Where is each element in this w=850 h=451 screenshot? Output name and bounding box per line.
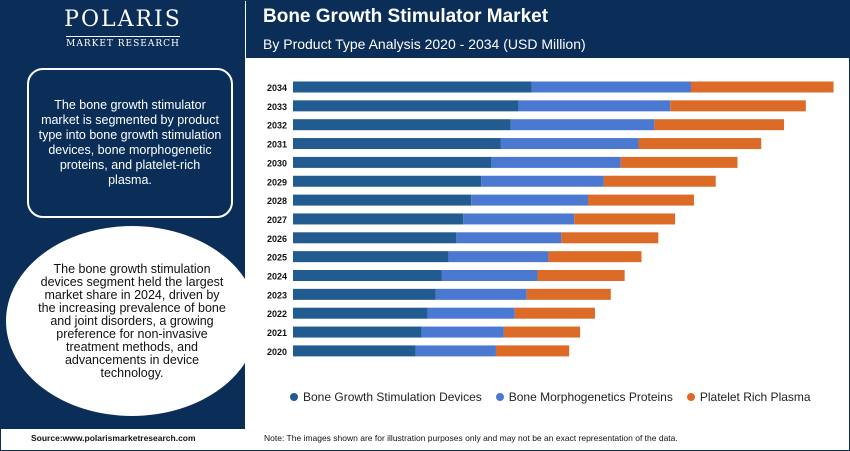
year-label-2024: 2024 <box>267 272 287 282</box>
legend: Bone Growth Stimulation Devices Bone Mor… <box>290 390 811 404</box>
bar-2026-series-0 <box>293 232 457 244</box>
bar-2034-series-1 <box>531 81 691 93</box>
bar-2029-series-0 <box>293 175 482 187</box>
year-label-2028: 2028 <box>267 196 287 206</box>
bar-2032-series-2 <box>654 119 785 131</box>
year-label-2027: 2027 <box>267 215 287 225</box>
bar-2033-series-0 <box>293 100 519 112</box>
year-label-2020: 2020 <box>267 347 287 357</box>
bar-2024-series-1 <box>441 270 538 281</box>
bar-2020-series-2 <box>495 345 570 357</box>
bar-2027-series-1 <box>463 213 575 225</box>
year-label-2032: 2032 <box>267 121 287 131</box>
bar-2028-series-2 <box>588 194 694 206</box>
bar-2034-series-2 <box>690 81 834 93</box>
legend-label-proteins: Bone Morphogenetics Proteins <box>508 390 673 404</box>
year-label-2033: 2033 <box>267 102 287 112</box>
chart-subtitle: By Product Type Analysis 2020 - 2034 (US… <box>263 36 586 52</box>
bar-2022-series-1 <box>427 307 515 319</box>
bar-2028-series-1 <box>471 194 589 206</box>
bar-2023-series-2 <box>526 288 611 300</box>
highlight-text: The bone growth stimulation devices segm… <box>38 261 226 380</box>
bar-2024-series-2 <box>537 270 625 281</box>
bar-2021-series-1 <box>421 326 504 338</box>
source-text: Source:www.polarismarketresearch.com <box>31 433 196 443</box>
year-label-2021: 2021 <box>267 328 287 338</box>
bar-2025-series-0 <box>293 251 449 263</box>
bar-2025-series-2 <box>548 251 642 263</box>
summary-text: The bone growth stimulator market is seg… <box>38 98 222 187</box>
note-text: Note: The images shown are for illustrat… <box>264 433 678 443</box>
year-label-2023: 2023 <box>267 290 287 300</box>
bar-2030-series-2 <box>620 156 738 168</box>
logo-name: POLARIS <box>64 7 182 32</box>
legend-swatch-devices <box>290 393 298 401</box>
bar-2024-series-0 <box>293 270 442 281</box>
legend-label-plasma: Platelet Rich Plasma <box>699 390 811 404</box>
bar-2032-series-0 <box>293 119 511 131</box>
bar-2022-series-0 <box>293 307 428 319</box>
bar-2020-series-1 <box>415 345 496 357</box>
year-label-2029: 2029 <box>267 177 287 187</box>
year-label-2031: 2031 <box>267 140 287 150</box>
year-label-2025: 2025 <box>267 253 287 263</box>
header-background <box>246 1 849 58</box>
bar-2028-series-0 <box>293 194 472 206</box>
legend-item-plasma: Platelet Rich Plasma <box>686 390 811 404</box>
year-label-2026: 2026 <box>267 234 287 244</box>
left-panel: POLARIS MARKET RESEARCH The bone growth … <box>1 1 245 429</box>
year-label-2030: 2030 <box>267 158 287 168</box>
bar-2030-series-1 <box>491 156 621 168</box>
bar-2025-series-1 <box>448 251 549 263</box>
bar-2026-series-1 <box>456 232 562 244</box>
bar-2023-series-0 <box>293 288 436 300</box>
bar-chart: 2034 2033 2032 2031 2030 2029 2028 2027 2026 2025… <box>267 81 834 357</box>
bar-2031-series-2 <box>638 138 762 150</box>
bar-2021-series-2 <box>503 326 581 338</box>
bar-2026-series-2 <box>561 232 659 244</box>
bar-2021-series-0 <box>293 326 422 338</box>
bar-2029-series-1 <box>481 175 604 187</box>
bar-2029-series-2 <box>603 175 716 187</box>
chart-title: Bone Growth Stimulator Market <box>263 6 549 27</box>
bar-2027-series-0 <box>293 213 464 225</box>
bar-2031-series-1 <box>500 138 639 150</box>
bar-2027-series-2 <box>574 213 676 225</box>
logo: POLARIS MARKET RESEARCH <box>1 7 245 51</box>
bar-2022-series-2 <box>514 307 595 319</box>
legend-swatch-plasma <box>686 393 695 401</box>
bar-2023-series-1 <box>435 288 527 300</box>
legend-label-devices: Bone Growth Stimulation Devices <box>303 390 482 404</box>
legend-item-devices: Bone Growth Stimulation Devices <box>290 390 482 404</box>
footer: Source:www.polarismarketresearch.com Not… <box>1 430 849 449</box>
summary-box: The bone growth stimulator market is seg… <box>27 68 233 218</box>
logo-subtitle: MARKET RESEARCH <box>66 36 180 49</box>
bar-2033-series-1 <box>518 100 671 112</box>
year-label-2034: 2034 <box>267 83 287 93</box>
bar-2032-series-1 <box>510 119 655 131</box>
legend-swatch-proteins <box>495 393 504 401</box>
bar-2034-series-0 <box>293 81 532 93</box>
highlight-circle: The bone growth stimulation devices segm… <box>6 226 245 416</box>
bar-2020-series-0 <box>293 345 416 357</box>
legend-item-proteins: Bone Morphogenetics Proteins <box>495 390 673 404</box>
bar-2030-series-0 <box>293 156 491 168</box>
year-label-2022: 2022 <box>267 309 287 319</box>
bar-2033-series-2 <box>670 100 806 112</box>
bar-2031-series-0 <box>293 138 501 150</box>
